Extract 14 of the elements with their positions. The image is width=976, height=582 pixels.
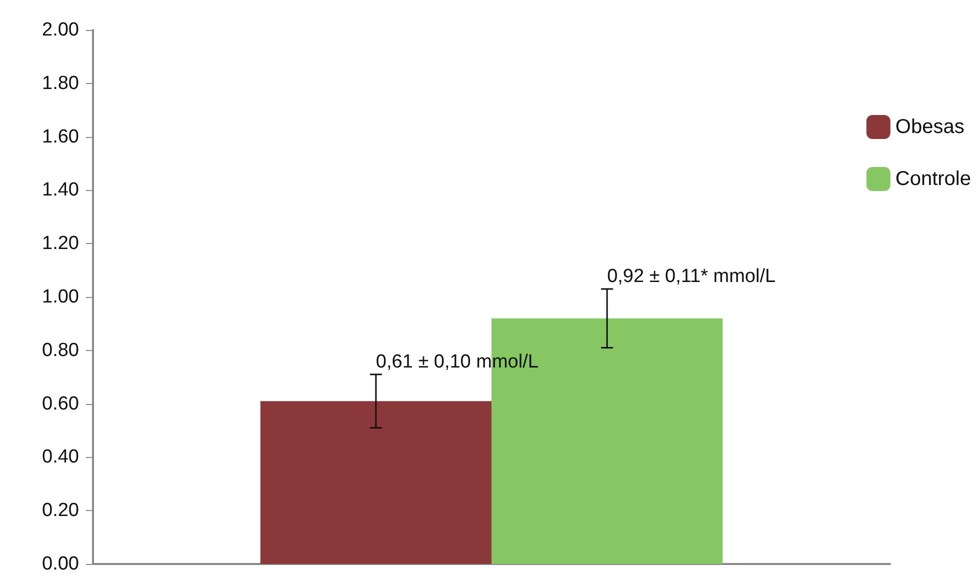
y-tick-label: 0.60 [42,393,79,414]
y-tick-label: 0.80 [42,340,79,361]
y-tick-label: 0.00 [42,554,79,574]
y-tick-label: 0.40 [42,446,79,468]
legend-label: Controle [895,168,972,190]
y-tick-label: 1.40 [42,180,79,201]
y-tick-label: 1.80 [42,72,79,94]
y-tick-label: 1.60 [42,126,79,148]
y-tick-label: 0.20 [42,500,79,522]
legend-label: Obesas [895,116,964,138]
y-tick-label: 2.00 [42,20,79,40]
y-tick-label: 1.00 [42,286,79,308]
data-label: 0,92 ± 0,11* mmol/L [607,266,776,287]
y-tick-label: 1.20 [42,233,79,254]
